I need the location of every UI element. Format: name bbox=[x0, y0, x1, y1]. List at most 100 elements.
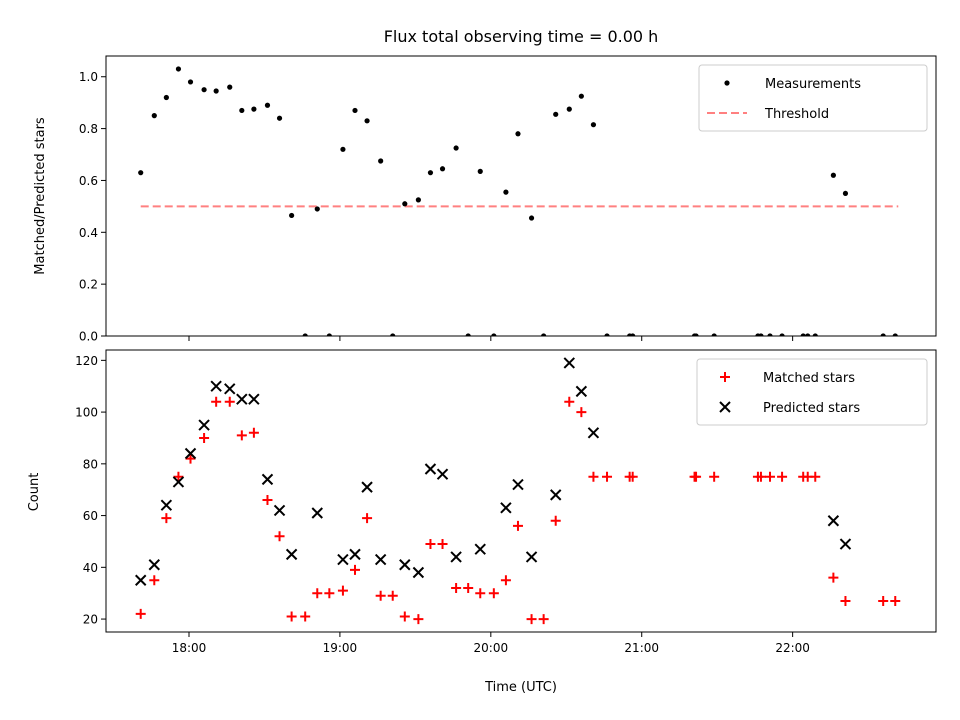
bottom-x-tick-label: 20:00 bbox=[474, 641, 509, 655]
matched-stars-point bbox=[337, 585, 348, 596]
measurements-point bbox=[402, 201, 408, 207]
predicted-stars-point bbox=[424, 463, 437, 475]
predicted-stars-point bbox=[261, 473, 274, 486]
matched-stars-point bbox=[538, 614, 549, 625]
top-legend-box bbox=[698, 64, 928, 132]
legend-measurements-swatch bbox=[724, 80, 730, 86]
matched-stars-point bbox=[512, 520, 523, 531]
matched-stars-point bbox=[550, 515, 561, 526]
top-y-tick-label: 1.0 bbox=[79, 70, 98, 84]
predicted-stars-point bbox=[311, 507, 323, 519]
matched-stars-point bbox=[149, 575, 160, 586]
predicted-stars-point bbox=[337, 553, 349, 566]
matched-stars-point bbox=[387, 590, 398, 601]
predicted-stars-point bbox=[827, 515, 840, 527]
top-y-tick-label: 0.8 bbox=[79, 122, 98, 136]
measurements-point bbox=[340, 146, 346, 152]
predicted-stars-point bbox=[361, 481, 373, 493]
matched-stars-point bbox=[451, 583, 462, 594]
measurements-point bbox=[693, 333, 699, 336]
measurements-point bbox=[880, 333, 886, 336]
predicted-stars-point bbox=[587, 427, 600, 439]
matched-stars-point bbox=[375, 590, 386, 601]
measurements-point bbox=[163, 94, 169, 101]
measurements-point bbox=[800, 333, 806, 336]
matched-stars-point bbox=[399, 611, 410, 622]
top-y-tick-label: 0.2 bbox=[79, 278, 98, 292]
measurements-point bbox=[453, 145, 459, 151]
measurements-point bbox=[302, 333, 308, 336]
measurements-point bbox=[239, 107, 245, 114]
measurements-point bbox=[779, 333, 785, 336]
bottom-plot-area bbox=[135, 357, 901, 625]
measurements-point bbox=[515, 131, 521, 137]
measurements-point bbox=[465, 333, 471, 336]
bottom-y-axis-label: Count bbox=[27, 473, 42, 512]
measurements-point bbox=[138, 170, 144, 176]
measurements-point bbox=[364, 118, 370, 124]
measurements-point bbox=[427, 170, 434, 176]
matched-stars-point bbox=[425, 539, 436, 550]
measurements-point bbox=[201, 87, 207, 93]
matched-stars-point bbox=[564, 396, 575, 407]
matched-stars-point bbox=[755, 471, 766, 482]
matched-stars-point bbox=[777, 471, 788, 482]
measurements-point bbox=[326, 333, 332, 336]
top-y-tick-label: 0.0 bbox=[79, 330, 98, 344]
measurements-point bbox=[842, 190, 849, 197]
measurements-point bbox=[566, 106, 572, 112]
bottom-y-tick-label: 80 bbox=[83, 457, 98, 471]
measurements-point bbox=[213, 88, 219, 94]
measurements-point bbox=[604, 333, 610, 336]
matched-stars-point bbox=[274, 531, 285, 542]
matched-stars-point bbox=[765, 471, 775, 482]
measurements-point bbox=[439, 166, 446, 172]
matched-stars-point bbox=[488, 588, 499, 599]
matched-stars-point bbox=[526, 614, 537, 625]
predicted-stars-point bbox=[224, 383, 236, 395]
predicted-stars-point bbox=[172, 476, 185, 488]
top-y-tick-label: 0.4 bbox=[79, 226, 98, 240]
bottom-y-tick-label: 120 bbox=[75, 354, 98, 368]
bottom-x-tick-label: 22:00 bbox=[775, 641, 810, 655]
predicted-stars-point bbox=[285, 548, 298, 561]
measurements-point bbox=[578, 93, 584, 99]
matched-stars-point bbox=[437, 539, 448, 550]
matched-stars-point bbox=[262, 495, 273, 506]
measurements-point bbox=[711, 333, 717, 336]
measurements-point bbox=[758, 333, 764, 336]
matched-stars-point bbox=[709, 471, 720, 482]
top-panel: 0.0 0.2 0.4 0.6 0.8 1.0 Measurements Threshold bbox=[79, 55, 937, 344]
matched-stars-point bbox=[199, 432, 210, 443]
top-plot-area bbox=[138, 66, 899, 336]
bottom-y-tick-label: 60 bbox=[83, 509, 98, 523]
measurements-point bbox=[314, 206, 320, 212]
bottom-axes-frame bbox=[105, 349, 937, 633]
matched-stars-point bbox=[475, 588, 486, 599]
matched-stars-point bbox=[173, 471, 184, 482]
matched-stars-point bbox=[840, 595, 851, 606]
measurements-point bbox=[630, 333, 636, 336]
matched-stars-point bbox=[413, 614, 424, 625]
matched-stars-point bbox=[350, 564, 360, 575]
top-legend: Measurements Threshold bbox=[698, 64, 928, 132]
predicted-stars-point bbox=[198, 419, 210, 431]
matched-stars-point bbox=[602, 471, 613, 482]
top-y-axis-label: Matched/Predicted stars bbox=[33, 117, 48, 275]
predicted-stars-point bbox=[450, 551, 462, 563]
predicted-stars-point bbox=[550, 489, 562, 501]
matched-stars-point bbox=[588, 471, 599, 482]
measurements-point bbox=[805, 333, 811, 336]
bottom-panel: 20 40 60 80 100 120 18:00 19:00 20:00 21:00 22:00 M… bbox=[75, 349, 937, 655]
measurements-point bbox=[528, 215, 535, 221]
matched-stars-point bbox=[224, 396, 235, 407]
matched-stars-point bbox=[185, 453, 196, 464]
matched-stars-point bbox=[135, 608, 146, 619]
matched-stars-point bbox=[324, 588, 335, 599]
predicted-stars-point bbox=[248, 393, 260, 405]
predicted-stars-point bbox=[160, 499, 173, 511]
matched-stars-point bbox=[828, 572, 839, 583]
predicted-stars-point bbox=[399, 559, 411, 571]
matched-stars-point bbox=[286, 611, 297, 622]
